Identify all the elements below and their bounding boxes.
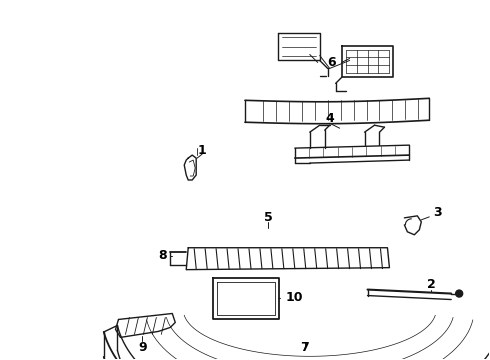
Text: 4: 4 (325, 112, 334, 125)
Text: 9: 9 (138, 341, 147, 354)
Text: 1: 1 (198, 144, 207, 157)
Text: 8: 8 (158, 249, 167, 262)
Text: 5: 5 (264, 211, 272, 224)
Circle shape (456, 290, 463, 297)
Text: 3: 3 (433, 206, 441, 219)
Text: 10: 10 (286, 291, 304, 304)
Text: 2: 2 (427, 278, 436, 291)
Text: 6: 6 (327, 56, 336, 69)
Text: 7: 7 (300, 341, 309, 354)
